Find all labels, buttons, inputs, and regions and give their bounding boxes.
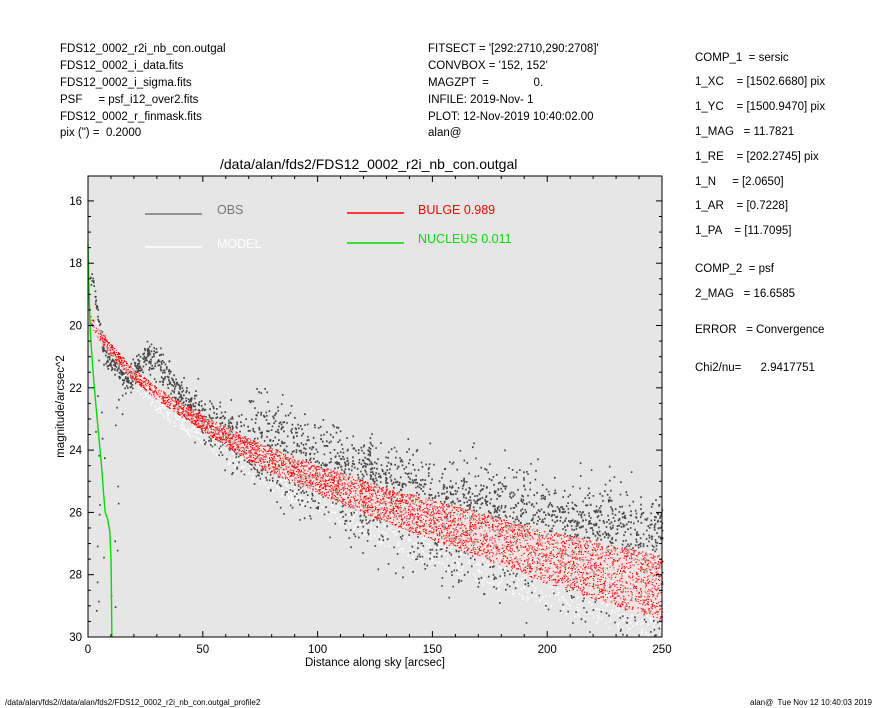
y-tick-label: 24 — [69, 445, 82, 457]
lines-layer — [87, 244, 113, 638]
x-tick-label: 150 — [423, 644, 442, 656]
y-tick-label: 20 — [69, 321, 82, 333]
footer-timestamp: alan@ Tue Nov 12 10:40:03 2019 — [750, 698, 872, 707]
y-tick-label: 18 — [69, 258, 82, 270]
bulge-layer — [90, 316, 663, 622]
footer-path: /data/alan/fds2//data/alan/fds2/FDS12_00… — [5, 698, 261, 707]
legend-label: BULGE 0.989 — [418, 203, 495, 217]
x-tick-label: 200 — [538, 644, 557, 656]
plot-frame — [87, 175, 663, 638]
legend: OBS MODEL BULGE 0.989 NUCLEUS 0.011 — [145, 203, 512, 251]
bulge-points — [90, 316, 663, 622]
x-tick-label: 50 — [196, 644, 209, 656]
ticks-layer: 0 50 100 150 200 250 16 18 20 22 24 26 28 30 — [69, 176, 672, 656]
legend-label: NUCLEUS 0.011 — [418, 232, 512, 246]
x-tick-label: 250 — [652, 644, 671, 656]
param-mag: 1_MAG = 11.7821 — [695, 126, 795, 138]
param-mag2: 2_MAG = 16.6585 — [695, 288, 796, 300]
param-ar: 1_AR = [0.7228] — [695, 200, 789, 212]
header-left-line: pix (") = 0.2000 — [60, 127, 142, 139]
param-re: 1_RE = [202.2745] pix — [695, 151, 819, 163]
y-tick-label: 16 — [69, 196, 82, 208]
nucleus-line — [87, 244, 113, 638]
x-tick-label: 0 — [85, 644, 91, 656]
header-left-line: FDS12_0002_i_data.fits — [60, 60, 184, 72]
y-axis-label: magnitude/arcsec^2 — [55, 355, 67, 458]
header-mid-line: FITSECT = '[292:2710,290:2708]' — [428, 43, 599, 55]
x-axis-label: Distance along sky [arcsec] — [305, 657, 445, 669]
param-n: 1_N = [2.0650] — [695, 176, 784, 188]
param-comp1: COMP_1 = sersic — [695, 52, 789, 64]
y-tick-label: 22 — [69, 383, 82, 395]
y-tick-label: 28 — [69, 570, 82, 582]
x-tick-label: 100 — [308, 644, 327, 656]
param-pa: 1_PA = [11.7095] — [695, 225, 792, 237]
param-xc: 1_XC = [1502.6680] pix — [695, 76, 826, 88]
bulge-band — [90, 316, 663, 622]
param-yc: 1_YC = [1500.9470] pix — [695, 101, 826, 113]
header-mid-line: PLOT: 12-Nov-2019 10:40:02.00 — [428, 111, 594, 123]
chart-title: /data/alan/fds2/FDS12_0002_r2i_nb_con.ou… — [220, 156, 518, 172]
param-chi2: Chi2/nu= 2.9417751 — [695, 362, 815, 374]
param-error: ERROR = Convergence — [695, 324, 825, 336]
header-mid-line: CONVBOX = '152, 152' — [428, 60, 548, 72]
header-left-line: FDS12_0002_r_finmask.fits — [60, 111, 202, 123]
header-left-line: PSF = psf_i12_over2.fits — [60, 94, 199, 106]
header-mid-line: MAGZPT = 0. — [428, 77, 544, 89]
y-tick-label: 30 — [69, 632, 82, 644]
y-tick-label: 26 — [69, 507, 82, 519]
header-mid-line: alan@ — [428, 127, 462, 139]
header-left-line: FDS12_0002_r2i_nb_con.outgal — [60, 43, 226, 55]
legend-label: OBS — [217, 203, 243, 217]
legend-label: MODEL — [217, 237, 262, 251]
header-mid-line: INFILE: 2019-Nov- 1 — [428, 94, 534, 106]
header-left-line: FDS12_0002_i_sigma.fits — [60, 77, 192, 89]
param-comp2: COMP_2 = psf — [695, 263, 774, 275]
